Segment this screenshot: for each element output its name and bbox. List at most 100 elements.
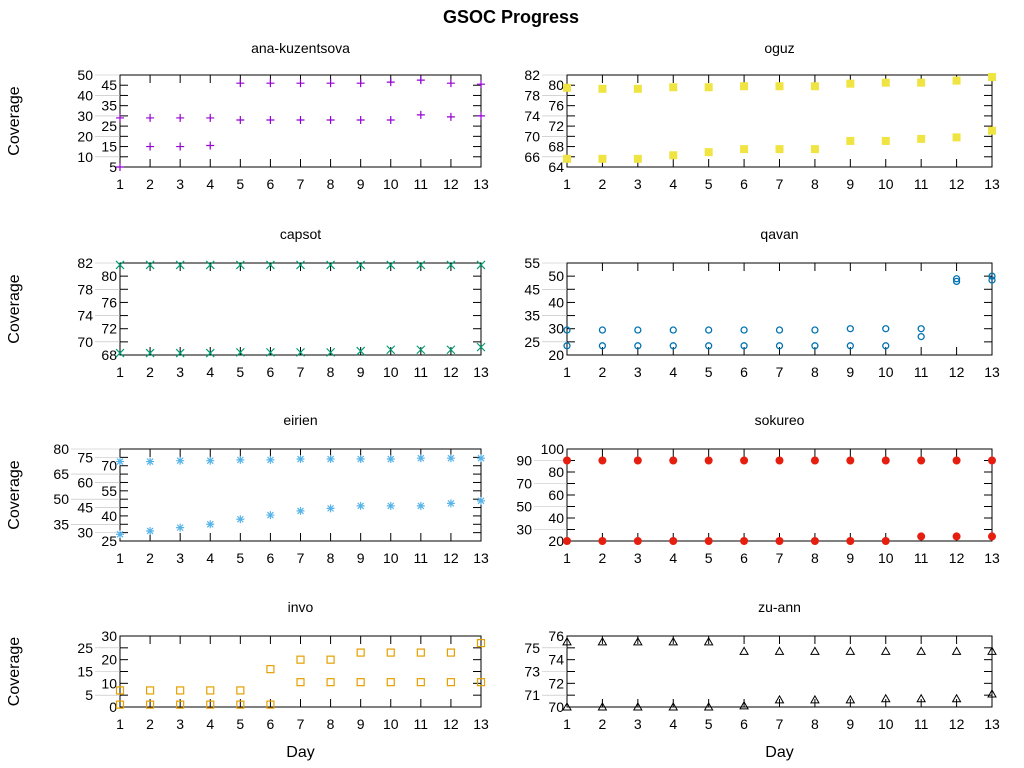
circle-marker: [740, 326, 748, 334]
star-marker: [446, 499, 455, 508]
square-marker: [176, 686, 185, 695]
data-point: [386, 678, 395, 687]
y-tick-label: 72: [548, 118, 564, 134]
square-marker: [266, 665, 275, 674]
data-point: [775, 342, 784, 350]
x-tick-label: 2: [146, 550, 154, 566]
data-point: [476, 260, 486, 270]
square-marker: [145, 700, 155, 709]
data-point: [916, 693, 927, 703]
data-point: [917, 134, 926, 143]
y-tick-label: 30: [77, 525, 93, 541]
x-tick-label: 8: [811, 176, 819, 192]
subplot-title: qavan: [760, 226, 798, 242]
plus-marker: [477, 80, 485, 89]
data-point: [846, 79, 855, 88]
star-marker: [236, 455, 245, 464]
triangle-marker: [739, 700, 749, 710]
square-marker: [145, 686, 155, 695]
circle-marker: [988, 272, 996, 280]
triangle-marker: [597, 701, 608, 711]
filled-circle-marker: [669, 456, 678, 465]
y-tick-label: 40: [101, 508, 117, 524]
data-point: [296, 260, 305, 270]
data-point: [881, 136, 890, 145]
x-tick-label: 10: [878, 716, 894, 732]
x-tick-label: 1: [116, 716, 124, 732]
x-tick-label: 6: [740, 550, 748, 566]
filled-square-marker: [810, 145, 819, 154]
data-point: [266, 455, 275, 464]
x-tick-label: 6: [267, 364, 275, 380]
triangle-marker: [597, 636, 608, 646]
y-tick-label: 76: [548, 98, 564, 114]
filled-square-marker: [810, 82, 819, 91]
x-tick-label: 10: [878, 550, 894, 566]
data-point: [669, 151, 678, 160]
data-point: [326, 79, 335, 88]
y-tick-label: 72: [548, 675, 564, 691]
data-point: [176, 523, 185, 532]
x-tick-label: 7: [297, 550, 305, 566]
x-tick-label: 9: [846, 716, 854, 732]
data-point: [416, 345, 426, 355]
plot-border: [119, 635, 482, 708]
y-tick-label: 50: [53, 491, 69, 507]
data-point: [669, 83, 678, 92]
data-point: [356, 79, 365, 88]
square-marker: [206, 686, 215, 695]
triangle-marker: [951, 693, 962, 703]
y-tick-label: 74: [77, 308, 93, 324]
plus-marker: [416, 76, 425, 85]
y-tick-label: 78: [524, 87, 540, 103]
data-point: [705, 342, 713, 350]
plus-marker: [206, 141, 215, 150]
data-point: [115, 348, 125, 358]
square-marker: [326, 678, 335, 687]
data-point: [416, 501, 425, 510]
data-point: [563, 537, 571, 545]
y-tick-label: 10: [77, 149, 93, 165]
y-tick-label: 72: [101, 321, 117, 337]
circle-marker: [598, 326, 607, 334]
cross-marker: [326, 347, 336, 357]
filled-square-marker: [633, 84, 642, 93]
data-point: [562, 701, 572, 711]
x-tick-label: 1: [563, 364, 571, 380]
data-point: [206, 456, 215, 465]
data-point: [882, 342, 890, 350]
filled-circle-marker: [563, 537, 571, 545]
data-point: [145, 260, 155, 270]
plot-border: [119, 262, 482, 356]
data-point: [206, 520, 215, 529]
star-marker: [326, 504, 335, 513]
circle-marker: [952, 277, 961, 286]
data-point: [176, 686, 185, 695]
square-marker: [356, 648, 365, 657]
data-point: [146, 526, 155, 535]
y-tick-label: 70: [516, 476, 532, 492]
triangle-marker: [668, 701, 679, 711]
chart-title: GSOC Progress: [443, 7, 579, 27]
x-tick-label: 7: [297, 364, 305, 380]
cross-marker: [115, 260, 125, 270]
square-marker: [115, 686, 125, 695]
star-marker: [356, 455, 365, 464]
data-point: [296, 455, 305, 464]
y-tick-label: 15: [77, 664, 93, 680]
data-point: [266, 511, 275, 520]
data-point: [634, 342, 642, 350]
data-point: [632, 636, 643, 646]
y-tick-label: 66: [524, 149, 540, 165]
subplot-title: capsot: [280, 226, 321, 242]
data-point: [116, 457, 124, 466]
y-tick-label: 5: [85, 687, 93, 703]
x-tick-label: 8: [327, 364, 335, 380]
data-point: [704, 83, 713, 92]
x-tick-label: 9: [357, 364, 365, 380]
cross-marker: [476, 342, 486, 352]
square-marker: [446, 648, 456, 657]
data-point: [477, 111, 485, 120]
